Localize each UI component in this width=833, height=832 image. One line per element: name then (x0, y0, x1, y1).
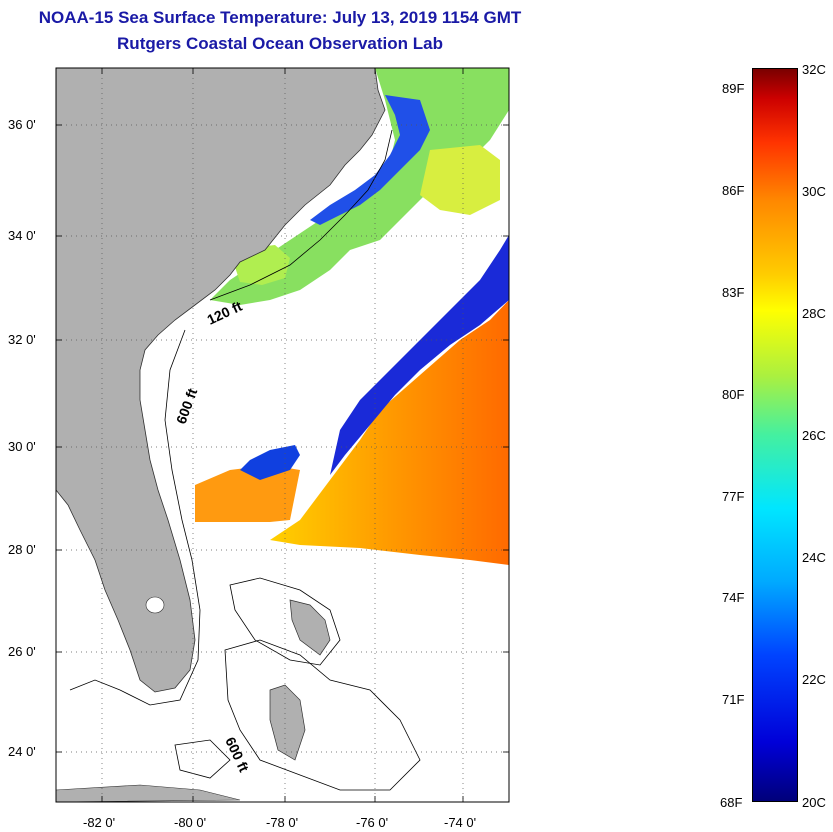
colorbar-label-24c: 24C (802, 550, 826, 565)
temperature-colorbar (752, 68, 798, 802)
sst-warm-region-south (195, 465, 300, 522)
map-subtitle: Rutgers Coastal Ocean Observation Lab (117, 34, 443, 53)
lat-label-24: 24 0' (8, 744, 36, 759)
land-bahamas-andros (269, 684, 306, 761)
colorbar-label-22c: 22C (802, 672, 826, 687)
colorbar-label-30c: 30C (802, 184, 826, 199)
sst-nearshore (210, 68, 509, 305)
lat-label-34: 34 0' (8, 228, 36, 243)
sst-cool-band (330, 235, 509, 475)
bahamas-bank-contour-2 (224, 639, 421, 791)
lon-label-76: -76 0' (356, 815, 389, 830)
shelf-120ft-contour (209, 129, 393, 301)
land-us-southeast (55, 67, 386, 693)
lat-label-36: 36 0' (8, 117, 36, 132)
sst-nearshore-blue (310, 95, 430, 225)
colorbar-label-32c: 32C (802, 62, 826, 77)
bahamas-bank-contour-3 (174, 739, 231, 779)
lon-label-80: -80 0' (174, 815, 207, 830)
colorbar-label-80f: 80F (722, 387, 745, 402)
colorbar-label-20c: 20C (802, 795, 826, 810)
plot-frame (55, 67, 510, 803)
lat-label-26: 26 0' (8, 644, 36, 659)
colorbar-label-83f: 83F (722, 285, 745, 300)
colorbar-label-74f: 74F (722, 590, 745, 605)
colorbar-label-89f: 89F (722, 81, 745, 96)
grid-lines (56, 68, 509, 802)
colorbar-label-68f: 68F (720, 795, 743, 810)
lat-label-32: 32 0' (8, 332, 36, 347)
colorbar-label-77f: 77F (722, 489, 745, 504)
colorbar-label-28c: 28C (802, 306, 826, 321)
sst-nearshore-yellow (420, 145, 500, 215)
colorbar-label-71f: 71F (722, 692, 745, 707)
florida-shelf-contour (69, 329, 201, 706)
map-title: NOAA-15 Sea Surface Temperature: July 13… (38, 8, 522, 27)
lon-label-78: -78 0' (266, 815, 299, 830)
colorbar-label-26c: 26C (802, 428, 826, 443)
lon-label-74: -74 0' (444, 815, 477, 830)
lon-label-82: -82 0' (83, 815, 116, 830)
bahamas-bank-contour (229, 577, 341, 666)
lat-label-28: 28 0' (8, 542, 36, 557)
sst-warm-region (270, 300, 509, 565)
lake-okeechobee (145, 596, 165, 614)
land-bahamas-abaco (289, 599, 331, 656)
frame-ticks (56, 68, 509, 802)
colorbar-label-86f: 86F (722, 183, 745, 198)
lat-label-30: 30 0' (8, 439, 36, 454)
